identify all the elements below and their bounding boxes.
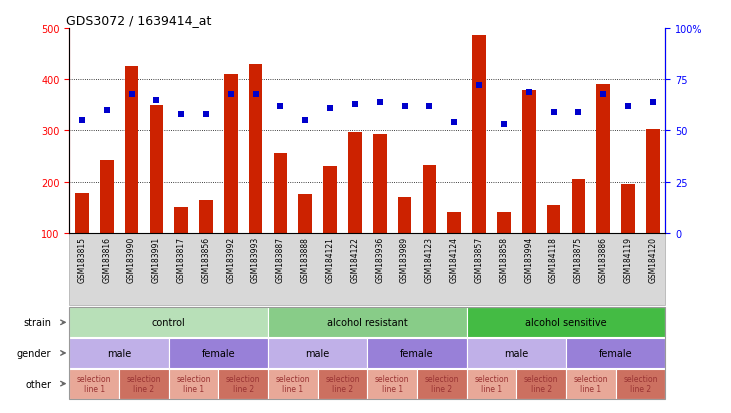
Bar xyxy=(273,154,287,233)
Text: selection
line 1: selection line 1 xyxy=(375,374,409,393)
Bar xyxy=(249,65,262,233)
Bar xyxy=(100,161,113,233)
Text: female: female xyxy=(400,348,433,358)
Text: selection
line 2: selection line 2 xyxy=(524,374,558,393)
Text: male: male xyxy=(107,348,132,358)
Bar xyxy=(423,165,436,233)
Bar xyxy=(125,67,138,233)
Text: selection
line 1: selection line 1 xyxy=(77,374,112,393)
Bar xyxy=(447,213,461,233)
Bar xyxy=(398,197,412,233)
Text: female: female xyxy=(202,348,235,358)
Text: female: female xyxy=(599,348,632,358)
Text: selection
line 2: selection line 2 xyxy=(126,374,161,393)
Text: selection
line 1: selection line 1 xyxy=(176,374,211,393)
Bar xyxy=(497,213,511,233)
Text: GDS3072 / 1639414_at: GDS3072 / 1639414_at xyxy=(66,14,211,27)
Text: selection
line 2: selection line 2 xyxy=(425,374,459,393)
Bar xyxy=(323,167,337,233)
Bar xyxy=(472,36,486,233)
Text: control: control xyxy=(152,318,186,328)
Bar xyxy=(522,91,536,233)
Text: other: other xyxy=(25,379,51,389)
Text: selection
line 1: selection line 1 xyxy=(276,374,310,393)
Bar xyxy=(621,185,635,233)
Bar xyxy=(75,193,88,233)
Bar xyxy=(547,205,561,233)
Text: selection
line 1: selection line 1 xyxy=(574,374,608,393)
Bar xyxy=(348,133,362,233)
Text: selection
line 2: selection line 2 xyxy=(623,374,658,393)
Bar xyxy=(298,195,312,233)
Text: selection
line 1: selection line 1 xyxy=(474,374,509,393)
Bar xyxy=(224,75,238,233)
Text: alcohol resistant: alcohol resistant xyxy=(327,318,408,328)
Text: gender: gender xyxy=(17,348,51,358)
Text: selection
line 2: selection line 2 xyxy=(325,374,360,393)
Bar xyxy=(646,130,659,233)
Text: strain: strain xyxy=(23,318,51,328)
Text: alcohol sensitive: alcohol sensitive xyxy=(525,318,607,328)
Bar xyxy=(373,135,387,233)
Text: male: male xyxy=(504,348,529,358)
Text: male: male xyxy=(306,348,330,358)
Bar xyxy=(199,200,213,233)
Text: selection
line 2: selection line 2 xyxy=(226,374,260,393)
Bar xyxy=(572,180,585,233)
Bar xyxy=(150,106,163,233)
Bar xyxy=(596,85,610,233)
Bar xyxy=(174,208,188,233)
